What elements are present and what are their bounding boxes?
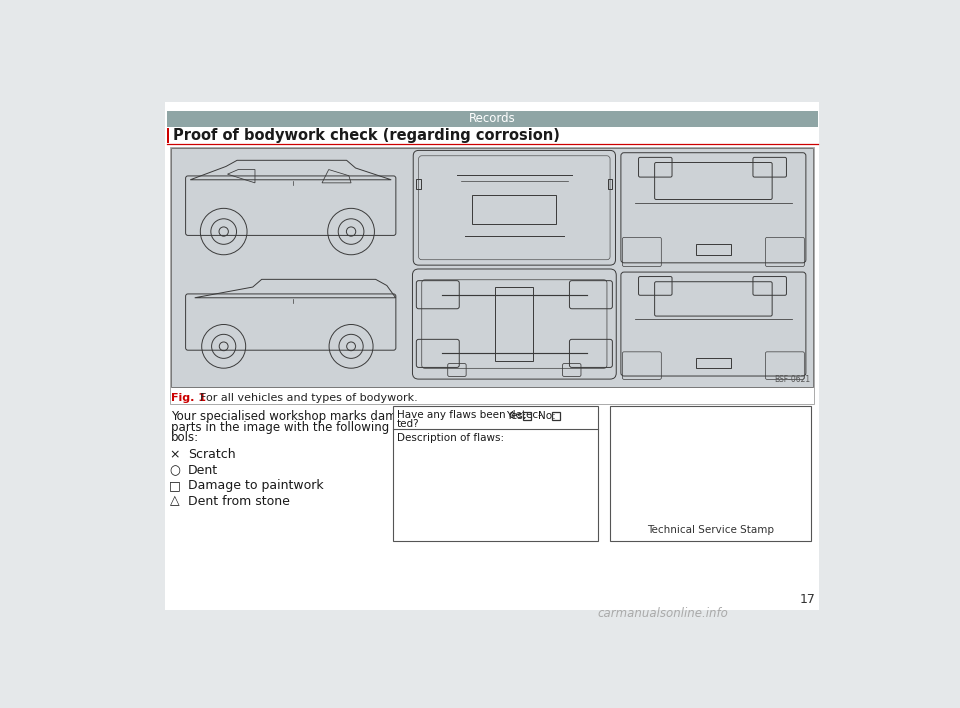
Text: carmanualsonline.info: carmanualsonline.info <box>597 607 728 620</box>
Bar <box>472 195 557 224</box>
Text: Damage to paintwork: Damage to paintwork <box>188 479 324 492</box>
Bar <box>170 147 814 404</box>
Text: △: △ <box>170 495 180 508</box>
Text: For all vehicles and types of bodywork.: For all vehicles and types of bodywork. <box>193 392 418 403</box>
Text: Have any flaws been detec-: Have any flaws been detec- <box>396 410 541 420</box>
Text: Your specialised workshop marks damaged: Your specialised workshop marks damaged <box>171 410 426 423</box>
Bar <box>393 406 598 541</box>
Bar <box>523 412 531 420</box>
Bar <box>417 178 421 190</box>
Text: ○: ○ <box>170 464 180 476</box>
Text: Dent from stone: Dent from stone <box>188 495 290 508</box>
Text: Yes:: Yes: <box>506 411 526 421</box>
Text: No:: No: <box>539 411 556 421</box>
Text: Technical Service Stamp: Technical Service Stamp <box>647 525 774 535</box>
Text: Dent: Dent <box>188 464 218 476</box>
Bar <box>495 287 534 361</box>
Text: parts in the image with the following sym-: parts in the image with the following sy… <box>171 421 422 434</box>
Text: Scratch: Scratch <box>188 448 236 462</box>
Bar <box>165 102 819 610</box>
Bar <box>166 111 818 127</box>
Text: □: □ <box>169 479 180 492</box>
Text: ted?: ted? <box>396 419 420 429</box>
Text: Records: Records <box>468 113 516 125</box>
Bar <box>608 178 612 190</box>
Text: Description of flaws:: Description of flaws: <box>396 433 504 443</box>
Bar <box>166 128 169 144</box>
Bar <box>610 406 811 541</box>
Text: 17: 17 <box>800 593 815 606</box>
Text: Fig. 1: Fig. 1 <box>171 392 206 403</box>
Bar <box>552 412 560 420</box>
Text: Proof of bodywork check (regarding corrosion): Proof of bodywork check (regarding corro… <box>173 128 560 143</box>
Text: BSF-0621: BSF-0621 <box>775 375 810 384</box>
Text: ×: × <box>170 448 180 462</box>
Bar <box>171 148 813 387</box>
Bar <box>695 244 732 255</box>
Bar <box>695 358 732 368</box>
Text: bols:: bols: <box>171 431 200 445</box>
